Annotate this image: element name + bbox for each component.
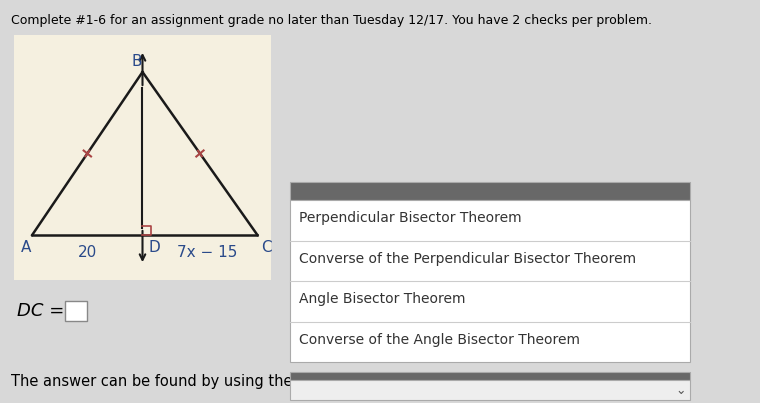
FancyBboxPatch shape <box>14 35 271 280</box>
Text: DC =: DC = <box>17 302 64 320</box>
FancyBboxPatch shape <box>290 182 689 200</box>
Text: Complete #1-6 for an assignment grade no later than Tuesday 12/17. You have 2 ch: Complete #1-6 for an assignment grade no… <box>11 14 652 27</box>
FancyBboxPatch shape <box>290 372 689 380</box>
FancyBboxPatch shape <box>65 301 87 321</box>
FancyBboxPatch shape <box>290 380 689 400</box>
Text: Angle Bisector Theorem: Angle Bisector Theorem <box>299 292 465 306</box>
Text: 7x − 15: 7x − 15 <box>177 245 237 260</box>
Text: The answer can be found by using the: The answer can be found by using the <box>11 374 293 389</box>
Text: C: C <box>261 240 272 255</box>
Text: A: A <box>21 240 31 255</box>
Text: Converse of the Angle Bisector Theorem: Converse of the Angle Bisector Theorem <box>299 333 580 347</box>
FancyBboxPatch shape <box>290 200 689 362</box>
Text: D: D <box>148 240 160 255</box>
Text: 20: 20 <box>78 245 97 260</box>
Text: ⌄: ⌄ <box>675 384 686 397</box>
Text: Perpendicular Bisector Theorem: Perpendicular Bisector Theorem <box>299 211 521 225</box>
Text: B: B <box>131 54 142 69</box>
Text: Converse of the Perpendicular Bisector Theorem: Converse of the Perpendicular Bisector T… <box>299 252 636 266</box>
